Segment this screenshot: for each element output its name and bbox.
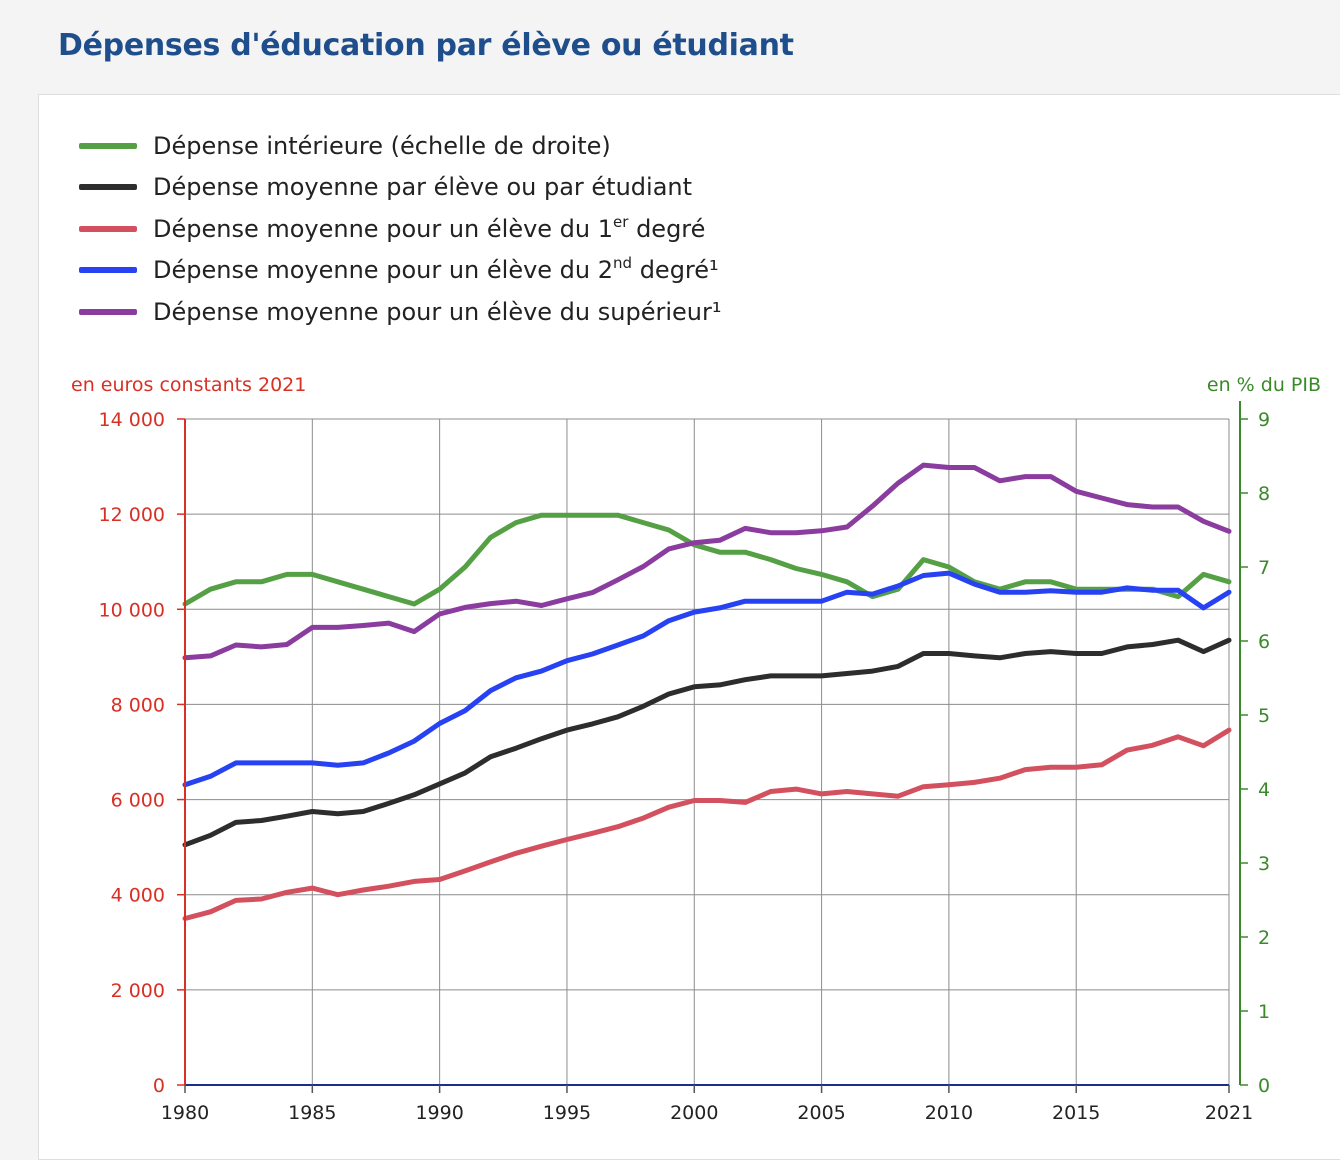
legend-label-moyenne: Dépense moyenne par élève ou par étudian…	[153, 173, 693, 202]
left-tick-label: 0	[153, 1075, 165, 1097]
series-line-second	[182, 570, 1232, 788]
x-tick-label: 1995	[543, 1102, 591, 1124]
chart-card: Dépense intérieure (échelle de droite) D…	[38, 94, 1340, 1160]
legend-label-superieur: Dépense moyenne pour un élève du supérie…	[153, 297, 722, 326]
legend-label-premier-degre: Dépense moyenne pour un élève du 1er deg…	[153, 212, 706, 243]
x-tick-label: 2005	[797, 1102, 845, 1124]
legend-item-interieure[interactable]: Dépense intérieure (échelle de droite)	[79, 125, 721, 167]
legend-label-second-degre: Dépense moyenne pour un élève du 2nd deg…	[153, 254, 719, 285]
x-tick-label: 1985	[288, 1102, 336, 1124]
left-tick-label: 10 000	[99, 599, 165, 621]
series-line-premier	[182, 727, 1232, 921]
right-tick-label: 5	[1258, 705, 1270, 727]
page-title: Dépenses d'éducation par élève ou étudia…	[58, 28, 794, 63]
legend-item-premier-degre[interactable]: Dépense moyenne pour un élève du 1er deg…	[79, 208, 721, 250]
axis-layer: 0 2 000 4 000 6 000 8 000 10 000 12 000 14 000 0…	[71, 374, 1321, 1124]
left-tick-label: 4 000	[111, 885, 165, 907]
line-chart: 0 2 000 4 000 6 000 8 000 10 000 12 000 14 000 0…	[71, 374, 1321, 1124]
legend-swatch-premier-degre	[79, 225, 137, 232]
right-tick-label: 7	[1258, 557, 1270, 579]
grid-layer	[184, 418, 1230, 1086]
x-tick-label: 1980	[161, 1102, 209, 1124]
legend-swatch-second-degre	[79, 267, 137, 274]
left-tick-label: 8 000	[111, 694, 165, 716]
right-tick-label: 1	[1258, 1001, 1270, 1023]
left-tick-label: 2 000	[111, 980, 165, 1002]
right-tick-label: 2	[1258, 927, 1270, 949]
right-axis-label: en % du PIB	[1207, 374, 1321, 396]
legend-item-moyenne[interactable]: Dépense moyenne par élève ou par étudian…	[79, 167, 721, 209]
right-tick-label: 0	[1258, 1075, 1270, 1097]
left-axis-label: en euros constants 2021	[71, 374, 306, 396]
x-tick-label: 2015	[1052, 1102, 1100, 1124]
x-tick-label: 2021	[1205, 1102, 1253, 1124]
left-tick-label: 6 000	[111, 790, 165, 812]
series-layer	[182, 462, 1232, 921]
legend-swatch-moyenne	[79, 184, 137, 191]
left-tick-label: 14 000	[99, 409, 165, 431]
series-line-interieure	[182, 512, 1232, 607]
legend-item-second-degre[interactable]: Dépense moyenne pour un élève du 2nd deg…	[79, 250, 721, 292]
right-tick-label: 3	[1258, 853, 1270, 875]
series-line-moyenne	[182, 637, 1232, 848]
x-tick-label: 2000	[670, 1102, 718, 1124]
x-tick-label: 2010	[925, 1102, 973, 1124]
legend-label-interieure: Dépense intérieure (échelle de droite)	[153, 131, 611, 160]
legend-swatch-interieure	[79, 142, 137, 149]
legend-swatch-superieur	[79, 308, 137, 315]
legend-item-superieur[interactable]: Dépense moyenne pour un élève du supérie…	[79, 291, 721, 333]
series-line-superieur	[182, 462, 1232, 661]
right-tick-label: 6	[1258, 631, 1270, 653]
right-tick-label: 8	[1258, 483, 1270, 505]
left-tick-label: 12 000	[99, 504, 165, 526]
right-tick-label: 9	[1258, 409, 1270, 431]
right-tick-label: 4	[1258, 779, 1270, 801]
chart-legend: Dépense intérieure (échelle de droite) D…	[79, 125, 721, 333]
x-tick-label: 1990	[415, 1102, 463, 1124]
